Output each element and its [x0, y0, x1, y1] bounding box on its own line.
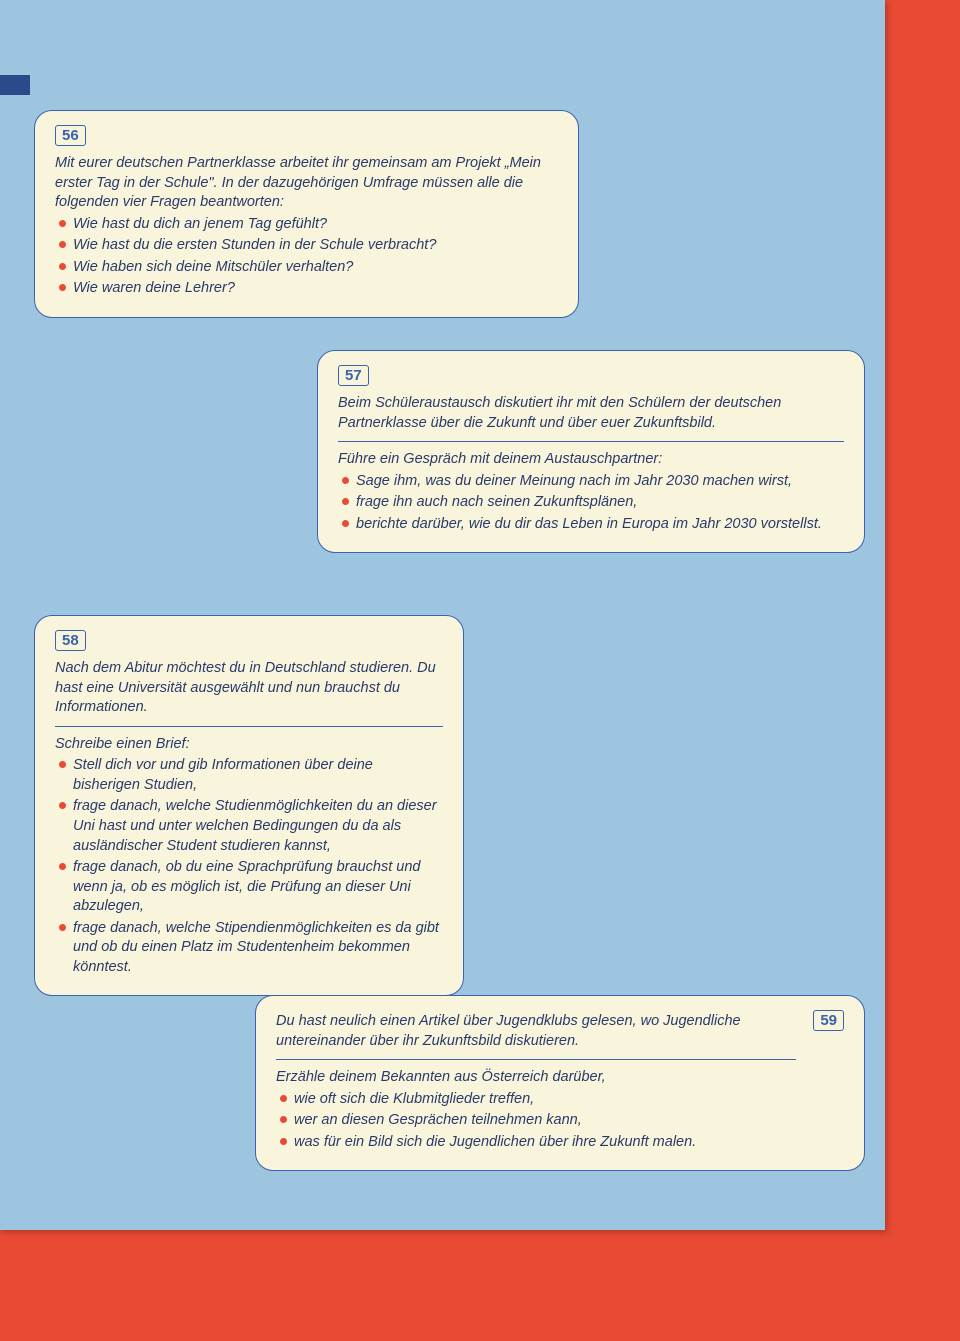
- exercise-number: 56: [55, 125, 86, 146]
- list-item: Sage ihm, was du deiner Meinung nach im …: [338, 472, 844, 492]
- exercise-card-56: 56 Mit eurer deutschen Partnerklasse arb…: [34, 110, 579, 318]
- bullet-list: Wie hast du dich an jenem Tag gefühlt? W…: [55, 215, 558, 299]
- list-item: frage ihn auch nach seinen Zukunftspläne…: [338, 493, 844, 513]
- exercise-intro: Du hast neulich einen Artikel über Jugen…: [276, 1012, 796, 1051]
- list-item: frage danach, ob du eine Sprachprüfung b…: [55, 858, 443, 917]
- exercise-intro: Nach dem Abitur möchtest du in Deutschla…: [55, 659, 443, 718]
- list-item: frage danach, welche Studienmöglichkeite…: [55, 797, 443, 856]
- list-item: was für ein Bild sich die Jugendlichen ü…: [276, 1133, 796, 1153]
- list-item: wer an diesen Gesprächen teilnehmen kann…: [276, 1111, 796, 1131]
- list-item: berichte darüber, wie du dir das Leben i…: [338, 515, 844, 535]
- exercise-intro: Beim Schüleraustausch diskutiert ihr mit…: [338, 394, 844, 433]
- page-sheet: 56 Mit eurer deutschen Partnerklasse arb…: [0, 0, 885, 1230]
- exercise-lead: Erzähle deinem Bekannten aus Österreich …: [276, 1068, 796, 1088]
- exercise-card-57: 57 Beim Schüleraustausch diskutiert ihr …: [317, 350, 865, 553]
- exercise-lead: Schreibe einen Brief:: [55, 735, 443, 755]
- divider: [276, 1059, 796, 1060]
- exercise-number: 58: [55, 630, 86, 651]
- list-item: wie oft sich die Klubmitglieder treffen,: [276, 1090, 796, 1110]
- exercise-lead: Führe ein Gespräch mit deinem Austauschp…: [338, 450, 844, 470]
- divider: [55, 726, 443, 727]
- exercise-number: 59: [813, 1010, 844, 1031]
- list-item: Wie haben sich deine Mitschüler verhalte…: [55, 258, 558, 278]
- header-stub: [0, 75, 30, 95]
- bullet-list: Stell dich vor und gib Informationen übe…: [55, 756, 443, 977]
- list-item: Wie waren deine Lehrer?: [55, 279, 558, 299]
- exercise-card-58: 58 Nach dem Abitur möchtest du in Deutsc…: [34, 615, 464, 996]
- list-item: frage danach, welche Stipendienmöglichke…: [55, 919, 443, 978]
- list-item: Wie hast du die ersten Stunden in der Sc…: [55, 236, 558, 256]
- exercise-number: 57: [338, 365, 369, 386]
- bullet-list: Sage ihm, was du deiner Meinung nach im …: [338, 472, 844, 535]
- bullet-list: wie oft sich die Klubmitglieder treffen,…: [276, 1090, 796, 1153]
- exercise-intro: Mit eurer deutschen Partnerklasse arbeit…: [55, 154, 558, 213]
- list-item: Wie hast du dich an jenem Tag gefühlt?: [55, 215, 558, 235]
- list-item: Stell dich vor und gib Informationen übe…: [55, 756, 443, 795]
- exercise-card-59: 59 Du hast neulich einen Artikel über Ju…: [255, 995, 865, 1171]
- divider: [338, 441, 844, 442]
